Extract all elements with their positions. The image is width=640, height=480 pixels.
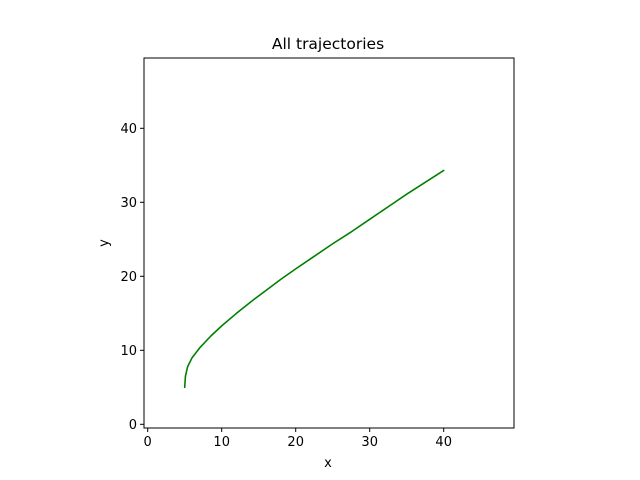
x-axis-label: x: [324, 456, 332, 471]
x-tick-label: 30: [361, 435, 378, 450]
y-axis-label: y: [97, 239, 112, 247]
y-tick-label: 0: [129, 418, 137, 433]
y-tick-label: 30: [120, 196, 137, 211]
y-tick-label: 40: [120, 122, 137, 137]
chart-title: All trajectories: [272, 35, 384, 53]
x-tick-label: 0: [144, 435, 152, 450]
x-axis: 0 10 20 30 40: [144, 428, 452, 450]
plot-area: [183, 169, 445, 389]
y-tick-label: 10: [120, 344, 137, 359]
y-tick-label: 20: [120, 270, 137, 285]
x-tick-label: 10: [213, 435, 230, 450]
axes-frame: [143, 57, 515, 429]
x-tick-label: 40: [435, 435, 452, 450]
series-line-0: [183, 169, 445, 389]
x-tick-label: 20: [287, 435, 304, 450]
y-axis: 0 10 20 30 40: [120, 122, 144, 433]
